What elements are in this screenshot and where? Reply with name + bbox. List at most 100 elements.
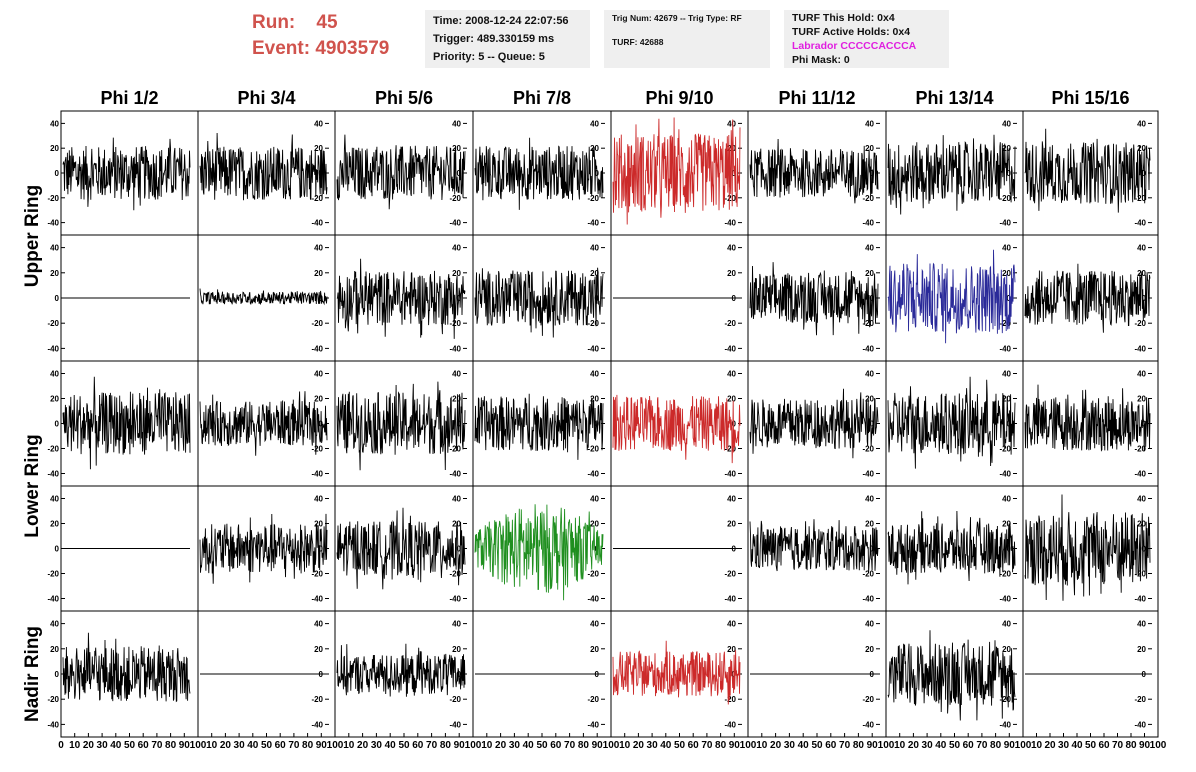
x-tick-label: 100: [1015, 740, 1032, 751]
x-tick-label: 30: [371, 740, 383, 751]
x-tick-label: 10: [619, 740, 631, 751]
waveform-line: [1024, 384, 1151, 452]
x-tick-label: 90: [1139, 740, 1151, 751]
y-tick-label: -20: [862, 194, 874, 203]
y-tick-label: -20: [1134, 194, 1146, 203]
y-tick-label: -40: [724, 344, 736, 353]
x-tick-label: 60: [963, 740, 975, 751]
y-tick-label: -40: [449, 219, 461, 228]
x-tick-label: 70: [564, 740, 576, 751]
y-tick-label: 0: [870, 169, 875, 178]
y-tick-label: 40: [865, 495, 874, 504]
x-tick-label: 80: [715, 740, 727, 751]
y-tick-label: -40: [1134, 344, 1146, 353]
run-label: Run:: [252, 12, 296, 33]
y-tick-label: -20: [587, 319, 599, 328]
y-tick-label: -20: [311, 445, 323, 454]
y-tick-label: 0: [732, 294, 737, 303]
y-tick-label: 0: [55, 545, 60, 554]
x-tick-label: 30: [647, 740, 659, 751]
y-tick-label: -20: [449, 319, 461, 328]
y-tick-label: 20: [590, 645, 599, 654]
waveform-line: [199, 288, 328, 306]
y-tick-label: -20: [47, 695, 59, 704]
y-tick-label: 20: [50, 645, 59, 654]
y-tick-label: -40: [47, 595, 59, 604]
x-tick-label: 70: [426, 740, 438, 751]
waveform-line: [199, 391, 328, 456]
y-tick-label: -40: [311, 470, 323, 479]
x-tick-label: 40: [385, 740, 397, 751]
y-tick-label: 0: [55, 670, 60, 679]
x-tick-label: 30: [234, 740, 246, 751]
x-tick-label: 60: [412, 740, 424, 751]
x-tick-label: 20: [633, 740, 645, 751]
run-value: 45: [316, 12, 338, 33]
y-tick-label: -20: [449, 695, 461, 704]
y-tick-label: -20: [862, 570, 874, 579]
y-tick-label: 20: [314, 520, 323, 529]
x-tick-label: 20: [770, 740, 782, 751]
x-tick-label: 80: [440, 740, 452, 751]
phi-mask-text: Phi Mask: 0: [792, 54, 850, 66]
column-header: Phi 15/16: [1051, 88, 1129, 108]
y-tick-label: -40: [1134, 720, 1146, 729]
y-tick-label: 40: [452, 370, 461, 379]
y-tick-label: 40: [452, 620, 461, 629]
x-tick-label: 90: [1004, 740, 1016, 751]
waveform-line: [749, 138, 879, 204]
column-header: Phi 11/12: [778, 88, 855, 108]
y-tick-label: 0: [457, 545, 462, 554]
y-tick-label: 20: [50, 520, 59, 529]
y-tick-label: -40: [311, 720, 323, 729]
x-tick-label: 80: [1125, 740, 1137, 751]
y-tick-label: -20: [862, 445, 874, 454]
y-tick-label: -40: [862, 219, 874, 228]
waveform-line: [1024, 494, 1151, 601]
y-tick-label: 20: [590, 395, 599, 404]
y-tick-label: -40: [449, 470, 461, 479]
waveform-line: [336, 381, 466, 471]
x-tick-label: 30: [509, 740, 521, 751]
y-tick-label: 20: [865, 144, 874, 153]
y-tick-label: -20: [47, 194, 59, 203]
y-tick-label: -20: [449, 445, 461, 454]
waveform-line: [336, 643, 466, 697]
y-tick-label: 40: [314, 119, 323, 128]
y-tick-label: -40: [999, 470, 1011, 479]
x-tick-label: 40: [660, 740, 672, 751]
y-tick-label: 0: [1007, 169, 1012, 178]
y-tick-label: 20: [50, 269, 59, 278]
x-tick-label: 80: [165, 740, 177, 751]
waveform-line: [62, 632, 191, 703]
waveform-line: [612, 394, 741, 464]
y-tick-label: 40: [50, 620, 59, 629]
waveform-line: [887, 630, 1016, 721]
y-tick-label: 20: [50, 395, 59, 404]
y-tick-label: 20: [452, 269, 461, 278]
y-tick-label: 0: [55, 169, 60, 178]
y-tick-label: -20: [862, 319, 874, 328]
y-tick-label: 40: [50, 119, 59, 128]
y-tick-label: -20: [587, 445, 599, 454]
waveform-line: [474, 504, 604, 601]
y-tick-label: 20: [727, 645, 736, 654]
y-tick-label: -40: [999, 219, 1011, 228]
y-tick-label: 40: [314, 244, 323, 253]
y-tick-label: -40: [1134, 219, 1146, 228]
y-tick-label: 0: [870, 420, 875, 429]
x-tick-label: 30: [97, 740, 109, 751]
y-tick-label: -40: [587, 219, 599, 228]
y-tick-label: -20: [311, 695, 323, 704]
x-tick-label: 60: [688, 740, 700, 751]
turf-text: TURF: 42688: [612, 37, 664, 47]
y-tick-label: -40: [724, 219, 736, 228]
